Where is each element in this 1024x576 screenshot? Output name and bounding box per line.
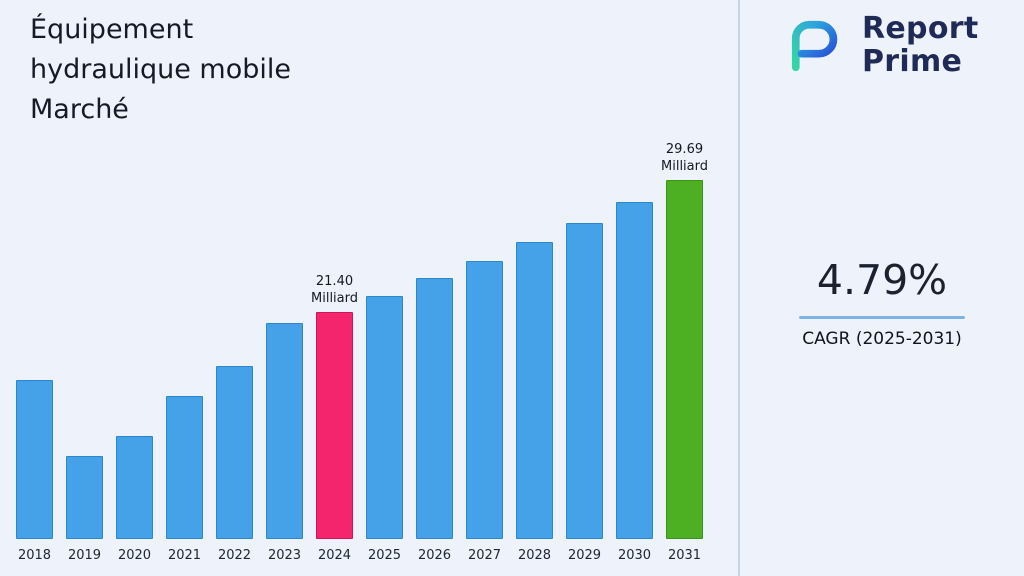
- bar-column: 2029: [566, 223, 603, 563]
- cagr-value: 4.79%: [816, 256, 948, 304]
- x-tick-label: 2028: [517, 548, 552, 563]
- bar-column: 2021: [166, 396, 203, 563]
- x-tick-label: 2018: [17, 548, 52, 563]
- bar-column: 2023: [266, 323, 303, 563]
- bar-2019: [66, 456, 103, 539]
- x-tick-label: 2020: [117, 548, 152, 563]
- logo-word-prime: Prime: [862, 44, 963, 79]
- bar-2027: [466, 261, 503, 539]
- x-tick-label: 2030: [617, 548, 652, 563]
- x-tick-label: 2024: [317, 548, 352, 563]
- bar-column: 2018: [16, 380, 53, 563]
- bar-2022: [216, 366, 253, 539]
- x-tick-label: 2023: [267, 548, 302, 563]
- bar-column: 2028: [516, 242, 553, 563]
- bar-2021: [166, 396, 203, 539]
- bar-column: 21.40 Milliard 2024: [311, 273, 358, 563]
- page-title-line-2: hydraulique mobile: [30, 54, 292, 85]
- report-prime-logo-icon: [791, 20, 838, 72]
- page-title-line-1: Équipement: [30, 14, 194, 45]
- bar-2029: [566, 223, 603, 539]
- cagr-block: 4.79% CAGR (2025-2031): [740, 256, 1024, 349]
- cagr-underline: [799, 316, 965, 319]
- bar-column: 2020: [116, 436, 153, 563]
- page-title: Équipement hydraulique mobile Marché: [30, 10, 291, 130]
- logo-word-report: Report: [862, 11, 979, 46]
- bar-column: 29.69 Milliard 2031: [661, 141, 708, 563]
- bar-column: 2030: [616, 202, 653, 563]
- x-tick-label: 2021: [167, 548, 202, 563]
- bar-value-label: 29.69 Milliard: [661, 142, 708, 174]
- bar-column: 2019: [66, 456, 103, 563]
- bar-column: 2025: [366, 296, 403, 563]
- x-tick-label: 2031: [667, 548, 702, 563]
- bar-2026: [416, 278, 453, 539]
- x-tick-label: 2026: [417, 548, 452, 563]
- right-panel: Report Prime 4.79% CAGR (2025-2031): [738, 0, 1024, 576]
- x-tick-label: 2027: [467, 548, 502, 563]
- x-tick-label: 2022: [217, 548, 252, 563]
- bar-column: 2022: [216, 366, 253, 563]
- bar-2024: [316, 312, 353, 539]
- bar-value-label: 21.40 Milliard: [311, 274, 358, 306]
- x-tick-label: 2025: [367, 548, 402, 563]
- report-prime-logo-text: Report Prime: [862, 12, 978, 78]
- bar-2030: [616, 202, 653, 539]
- bar-column: 2026: [416, 278, 453, 563]
- bar-column: 2027: [466, 261, 503, 563]
- x-tick-label: 2019: [67, 548, 102, 563]
- bar-2023: [266, 323, 303, 539]
- bar-2020: [116, 436, 153, 539]
- bar-chart: 2018 2019 2020 2021 2022 2023 21.40 Milliard 202…: [16, 141, 708, 563]
- page-title-line-3: Marché: [30, 94, 129, 125]
- x-tick-label: 2029: [567, 548, 602, 563]
- report-prime-logo: Report Prime: [782, 12, 978, 78]
- bar-2028: [516, 242, 553, 539]
- bar-2018: [16, 380, 53, 539]
- bar-2031: [666, 180, 703, 539]
- bar-2025: [366, 296, 403, 539]
- cagr-label: CAGR (2025-2031): [802, 329, 962, 349]
